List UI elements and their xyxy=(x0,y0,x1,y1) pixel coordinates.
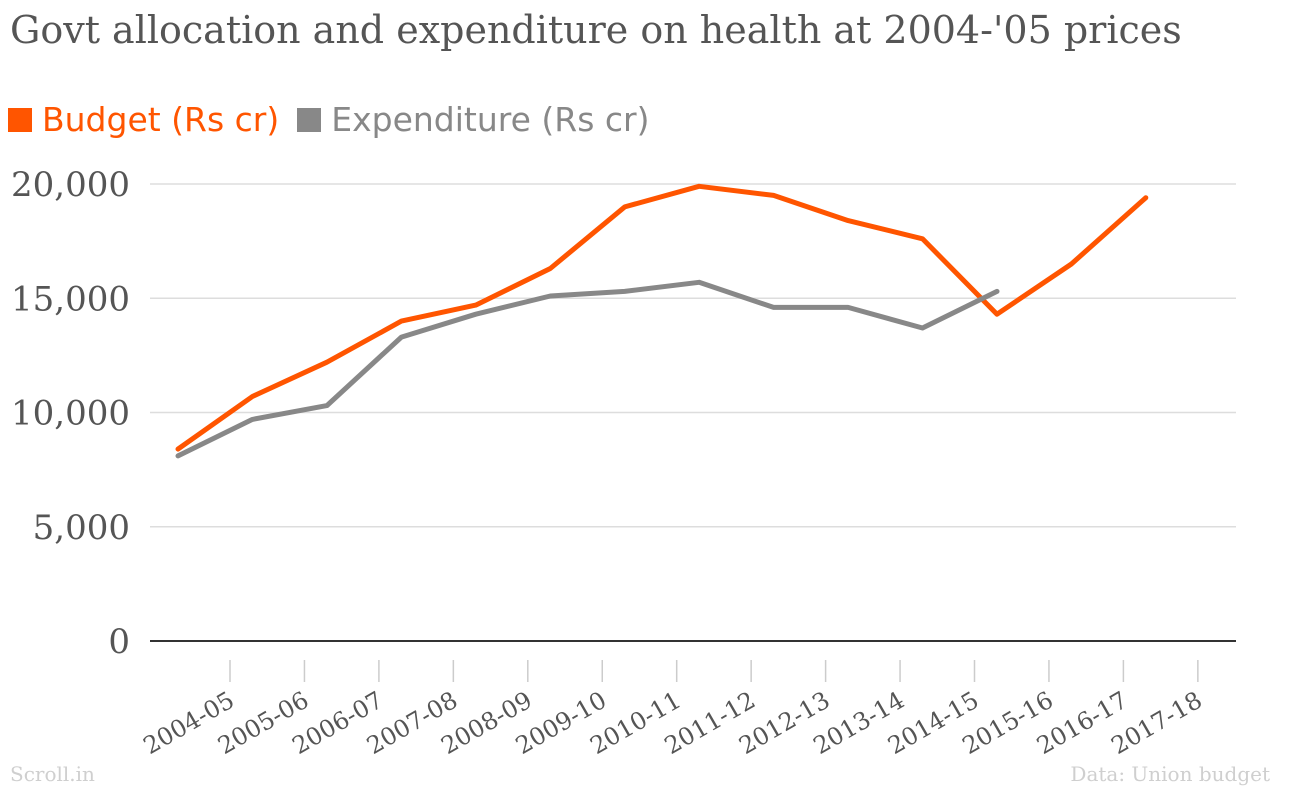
y-tick-label: 0 xyxy=(108,622,130,662)
legend-label-expenditure: Expenditure (Rs cr) xyxy=(331,100,650,139)
legend-swatch-budget xyxy=(8,107,32,132)
legend-label-budget: Budget (Rs cr) xyxy=(42,100,280,139)
y-tick-label: 10,000 xyxy=(11,394,130,434)
legend-item-budget: Budget (Rs cr) xyxy=(8,100,279,139)
y-tick-label: 5,000 xyxy=(33,508,130,548)
y-tick-label: 20,000 xyxy=(11,165,130,205)
series-line-expenditure xyxy=(175,279,1000,459)
chart-title: Govt allocation and expenditure on healt… xyxy=(10,8,1182,52)
y-axis-ticks: 0 5,000 10,000 15,000 20,000 xyxy=(11,165,130,662)
series-line-budget xyxy=(175,183,1149,452)
series-lines xyxy=(175,183,1149,459)
legend-swatch-expenditure xyxy=(297,107,322,132)
y-tick-label: 15,000 xyxy=(11,279,130,319)
gridlines xyxy=(150,183,1236,642)
source-credit: Scroll.in xyxy=(10,762,95,786)
x-axis-ticks: 2004-052005-062006-072007-082008-092009-… xyxy=(139,660,1207,760)
legend-item-expenditure: Expenditure (Rs cr) xyxy=(297,100,650,139)
legend: Budget (Rs cr) Expenditure (Rs cr) xyxy=(8,100,668,139)
data-source: Data: Union budget xyxy=(1070,762,1270,786)
